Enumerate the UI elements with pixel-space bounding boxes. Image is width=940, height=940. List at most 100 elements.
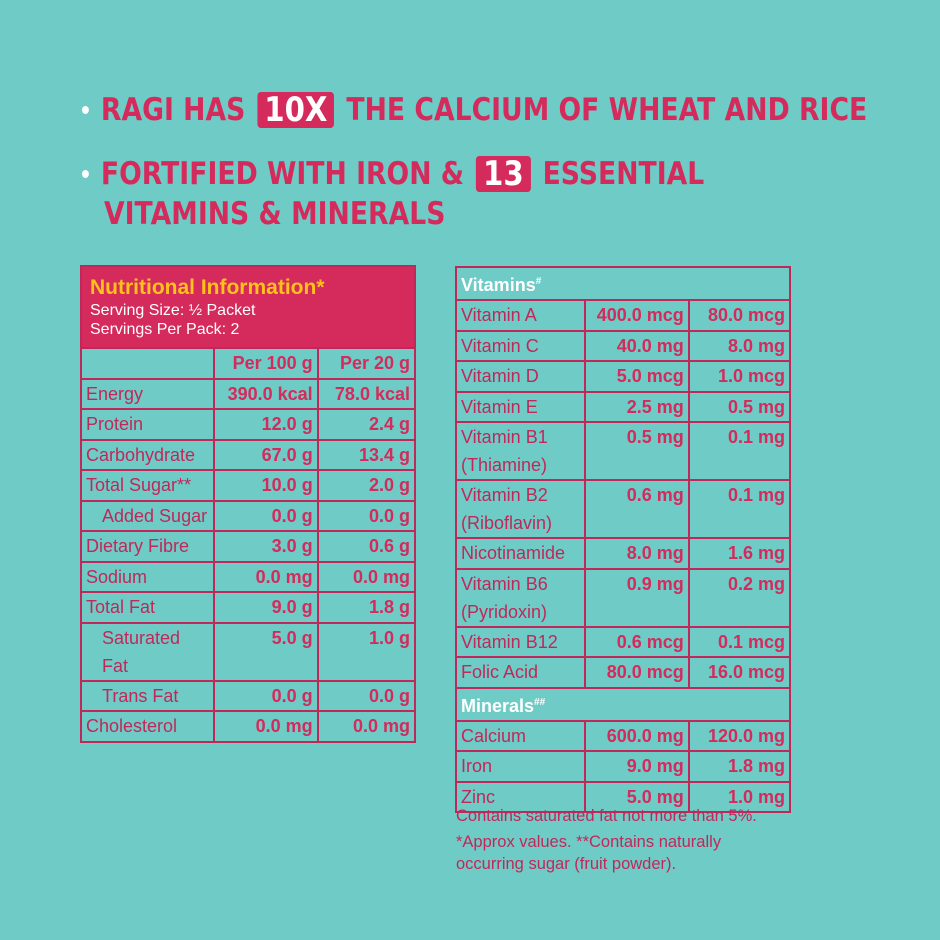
nutrient-value: 9.0 g [213, 591, 319, 624]
section-mark: # [535, 276, 542, 287]
nutrient-value: 5.0 mg [584, 780, 690, 813]
table-row: Cholesterol 0.0 mg 0.0 mg [79, 710, 417, 743]
table-row: Vitamin C 40.0 mg 8.0 mg [454, 329, 792, 362]
table-row: Total Sugar** 10.0 g 2.0 g [79, 469, 417, 502]
section-title-cell: Vitamins# [455, 266, 791, 301]
nutrient-name: Zinc [454, 780, 587, 813]
nutrient-value: 1.8 mg [687, 750, 792, 783]
nutrient-name: Vitamin B2 (Riboflavin) [454, 479, 587, 539]
nutrient-value: 0.0 mg [316, 710, 417, 743]
bullet-icon [82, 106, 89, 114]
headline-text: RAGI HAS [100, 92, 246, 128]
nutrient-value: 0.0 mg [213, 710, 319, 743]
nutrient-value: 0.5 mg [687, 390, 792, 423]
nutrient-label: Vitamin E [461, 396, 538, 417]
nutrient-value: 0.0 g [213, 499, 319, 532]
nutrient-name: Energy [79, 377, 216, 410]
column-header [79, 347, 216, 380]
nutrient-label: Vitamin D [461, 366, 539, 386]
table-row: Vitamin A 400.0 mcg 80.0 mcg [454, 299, 792, 332]
nutrient-label: Vitamin A [461, 305, 537, 325]
nutrient-name: Vitamin B12 [454, 625, 587, 658]
nutrient-label: Calcium [461, 725, 527, 746]
nutrient-name: Total Sugar** [79, 469, 216, 502]
table-row: Total Fat 9.0 g 1.8 g [79, 591, 417, 624]
headline-line-2: FORTIFIED WITH IRON & 13 ESSENTIAL [82, 156, 704, 192]
table-row: Added Sugar 0.0 g 0.0 g [79, 499, 417, 532]
nutrient-value: 0.0 mg [213, 560, 319, 593]
nutrient-label: Total Fat [86, 597, 156, 617]
nutrient-name: Folic Acid [454, 656, 587, 689]
nutrient-label: Zinc [461, 786, 496, 807]
nutrition-title: Nutritional Information* [90, 276, 325, 299]
table-row: Protein 12.0 g 2.4 g [79, 408, 417, 441]
nutrient-value: 0.5 mg [584, 421, 690, 481]
nutrient-label: Cholesterol [86, 716, 178, 736]
footnote: Contains saturated fat not more than 5%. [456, 807, 757, 825]
table-row: Sodium 0.0 mg 0.0 mg [79, 560, 417, 593]
highlight-badge: 13 [476, 156, 531, 192]
nutrient-value: 0.9 mg [584, 567, 690, 628]
nutrient-value: 0.0 g [316, 679, 417, 712]
nutrition-table: Nutritional Information* Serving Size: ½… [79, 265, 417, 743]
nutrient-sublabel: (Thiamine) [461, 455, 548, 475]
nutrient-value: 40.0 mg [584, 329, 690, 362]
nutrient-value: 120.0 mg [687, 719, 792, 752]
nutrient-name: Vitamin A [454, 299, 587, 332]
nutrient-label: Folic Acid [461, 662, 539, 682]
nutrient-value: 0.1 mcg [687, 625, 792, 658]
nutrient-name: Iron [454, 750, 587, 783]
nutrient-value: 0.1 mg [687, 421, 792, 481]
table-row: Vitamin B6 (Pyridoxin) 0.9 mg 0.2 mg [454, 567, 792, 628]
nutrient-label: Protein [86, 414, 144, 434]
table-row: Vitamin B2 (Riboflavin) 0.6 mg 0.1 mg [454, 479, 792, 539]
nutrient-value: 0.0 g [316, 499, 417, 532]
nutrient-name: Cholesterol [79, 710, 216, 743]
nutrient-value: 80.0 mcg [687, 299, 792, 332]
nutrient-label: Vitamin B2 [461, 485, 548, 505]
nutrient-name: Vitamin B1 (Thiamine) [454, 421, 587, 481]
nutrient-value: 2.5 mg [584, 390, 690, 423]
nutrient-value: 1.0 mcg [687, 360, 792, 393]
nutrient-name: Added Sugar [79, 499, 216, 532]
nutrient-sublabel: (Pyridoxin) [461, 601, 548, 622]
nutrient-value: 8.0 mg [584, 537, 690, 570]
nutrient-label: Sodium [86, 566, 148, 587]
nutrient-value: 16.0 mcg [687, 656, 792, 689]
nutrient-value: 0.6 mg [584, 479, 690, 539]
table-row: Vitamin D 5.0 mcg 1.0 mcg [454, 360, 792, 393]
nutrient-value: 10.0 g [213, 469, 319, 502]
column-header: Per 100 g [213, 347, 319, 380]
nutrient-name: Vitamin E [454, 390, 587, 423]
nutrient-label: Dietary Fibre [86, 536, 190, 556]
nutrient-name: Protein [79, 408, 216, 441]
nutrient-name: Total Fat [79, 591, 216, 624]
highlight-badge: 10X [257, 92, 335, 128]
nutrient-name: Vitamin C [454, 329, 587, 362]
section-title-cell: Minerals## [455, 686, 791, 722]
nutrient-name: Dietary Fibre [79, 530, 216, 563]
nutrient-value: 2.4 g [316, 408, 417, 441]
nutrient-value: 9.0 mg [584, 750, 690, 783]
nutrient-label: Vitamin B1 [461, 427, 548, 447]
nutrient-name: Sodium [79, 560, 216, 593]
table-row: Folic Acid 80.0 mcg 16.0 mcg [454, 656, 792, 689]
nutrient-value: 600.0 mg [584, 719, 690, 752]
table-row: Vitamin B12 0.6 mcg 0.1 mcg [454, 625, 792, 658]
nutrient-name: Calcium [454, 719, 587, 752]
table-row: Vitamin E 2.5 mg 0.5 mg [454, 390, 792, 423]
nutrient-value: 0.0 mg [316, 560, 417, 593]
nutrient-value: 400.0 mcg [584, 299, 690, 332]
nutrient-label: Vitamin C [461, 335, 539, 356]
nutrient-name: Vitamin B6 (Pyridoxin) [454, 567, 587, 628]
nutrient-label: Iron [461, 756, 493, 776]
servings-per-pack: Servings Per Pack: 2 [90, 321, 240, 338]
table-row: Zinc 5.0 mg 1.0 mg [454, 780, 792, 813]
nutrient-name: Carbohydrate [79, 438, 216, 471]
headline-line-3: VITAMINS & MINERALS [104, 196, 446, 232]
nutrient-value: 2.0 g [316, 469, 417, 502]
nutrient-label: Trans Fat [102, 685, 179, 706]
nutrient-value: 1.8 g [316, 591, 417, 624]
vitamins-minerals-table: Vitamins# Vitamin A 400.0 mcg 80.0 mcg Vitam… [454, 266, 792, 813]
nutrient-value: 3.0 g [213, 530, 319, 563]
